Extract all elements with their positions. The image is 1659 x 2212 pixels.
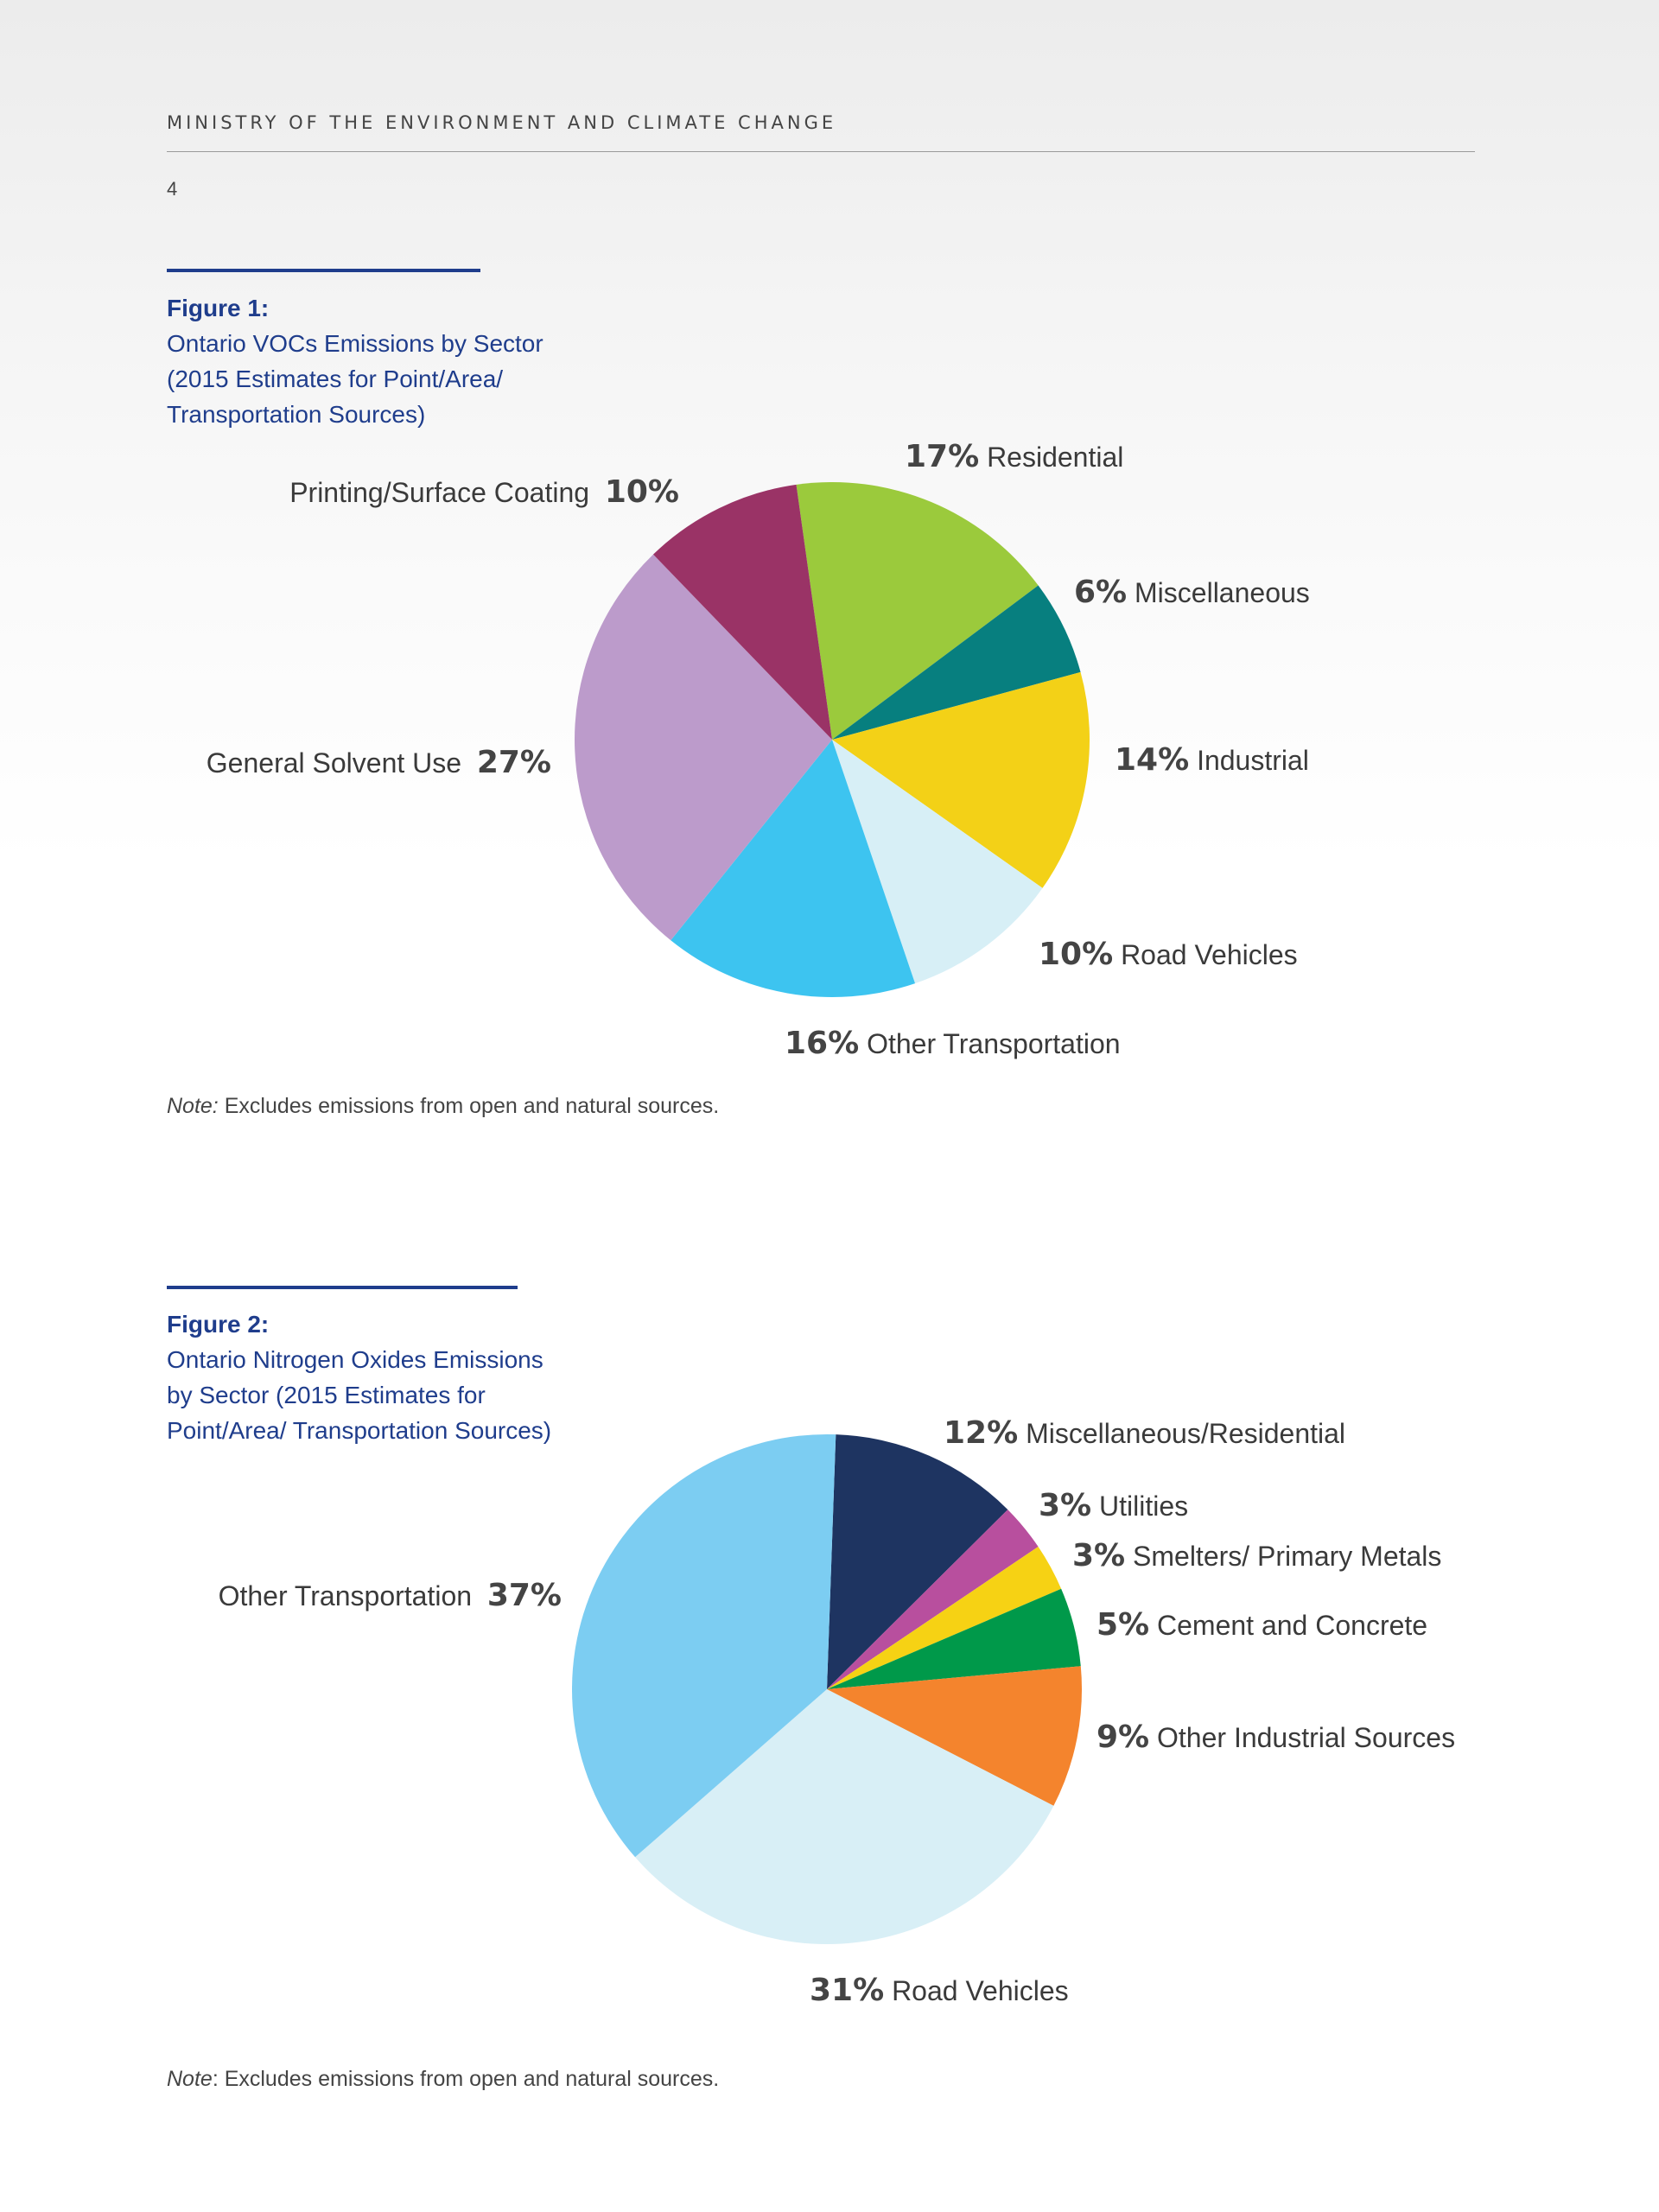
slice-percent: 6% bbox=[1074, 575, 1127, 610]
slice-label-residential: 17% Residential bbox=[905, 439, 1123, 474]
page-number: 4 bbox=[167, 178, 178, 200]
slice-label-other-transportation: 16% Other Transportation bbox=[785, 1026, 1121, 1061]
slice-name: Other Industrial Sources bbox=[1149, 1722, 1455, 1753]
slice-percent: 10% bbox=[1039, 937, 1113, 972]
slice-label-miscellaneous: 6% Miscellaneous bbox=[1074, 575, 1310, 610]
slice-name: Other Transportation bbox=[219, 1580, 487, 1611]
figure-2-pie-chart: 12% Miscellaneous/Residential 3% Utilitie… bbox=[219, 1415, 1456, 2008]
figure-1-caption: Figure 1: Ontario VOCs Emissions by Sect… bbox=[167, 290, 564, 432]
slice-label-industrial: 14% Industrial bbox=[1115, 742, 1309, 778]
slice-label-other-transportation: Other Transportation 37% bbox=[219, 1578, 562, 1613]
pie-slice-miscellaneous-residential bbox=[827, 1434, 1008, 1689]
pie-slice-road-vehicles bbox=[635, 1689, 1054, 1944]
slice-name: Residential bbox=[979, 442, 1123, 473]
figure-2-label: Figure 2: bbox=[167, 1311, 270, 1338]
pie-slice-industrial bbox=[832, 671, 1090, 888]
slice-name: Road Vehicles bbox=[884, 1975, 1068, 2006]
slice-percent: 14% bbox=[1115, 742, 1189, 778]
slice-label-smelters-primary-metals: 3% Smelters/ Primary Metals bbox=[1072, 1538, 1441, 1573]
figure-1-label: Figure 1: bbox=[167, 295, 270, 321]
slice-percent: 12% bbox=[944, 1415, 1018, 1451]
figure-2-note: Note: Excludes emissions from open and n… bbox=[167, 2067, 719, 2092]
slice-percent: 16% bbox=[785, 1026, 859, 1061]
slice-percent: 17% bbox=[905, 439, 979, 474]
pie-slice-utilities bbox=[827, 1510, 1039, 1689]
figure-2-caption: Figure 2: Ontario Nitrogen Oxides Emissi… bbox=[167, 1306, 564, 1448]
slice-label-road-vehicles: 31% Road Vehicles bbox=[810, 1973, 1069, 2008]
slice-label-utilities: 3% Utilities bbox=[1039, 1488, 1188, 1523]
slice-name: Industrial bbox=[1189, 745, 1309, 776]
pie-slice-general-solvent-use bbox=[575, 554, 832, 941]
slice-percent: 27% bbox=[477, 745, 551, 780]
figure-2-rule bbox=[167, 1286, 518, 1289]
slice-name: Miscellaneous/Residential bbox=[1018, 1418, 1345, 1449]
figure-1-note-prefix: Note: bbox=[167, 1094, 219, 1118]
slice-percent: 3% bbox=[1072, 1538, 1125, 1573]
slice-label-general-solvent-use: General Solvent Use 27% bbox=[207, 745, 551, 780]
slice-label-cement-and-concrete: 5% Cement and Concrete bbox=[1096, 1607, 1427, 1643]
figure-1-rule bbox=[167, 269, 480, 272]
pie-slice-cement-and-concrete bbox=[827, 1588, 1081, 1689]
running-head: MINISTRY OF THE ENVIRONMENT AND CLIMATE … bbox=[167, 112, 837, 133]
pie-slice-other-transportation bbox=[572, 1434, 836, 1858]
pie-slice-printing-surface-coating bbox=[652, 484, 832, 740]
slice-label-miscellaneous-residential: 12% Miscellaneous/Residential bbox=[944, 1415, 1345, 1451]
pie-slice-other-transportation bbox=[671, 740, 916, 997]
pie-slice-road-vehicles bbox=[832, 740, 1043, 984]
figure-1-pie-chart: 17% Residential 6% Miscellaneous 14% Indus… bbox=[207, 439, 1310, 1061]
slice-name: Smelters/ Primary Metals bbox=[1125, 1541, 1441, 1572]
slice-name: Other Transportation bbox=[859, 1028, 1120, 1059]
pie-slice-miscellaneous bbox=[832, 585, 1081, 740]
pie-slice-smelters-primary-metals bbox=[827, 1547, 1062, 1689]
slice-label-printing-surface-coating: Printing/Surface Coating 10% bbox=[289, 474, 679, 510]
figure-1-note-text: Excludes emissions from open and natural… bbox=[218, 1094, 720, 1118]
slice-percent: 3% bbox=[1039, 1488, 1091, 1523]
slice-name: Road Vehicles bbox=[1113, 939, 1297, 970]
slice-name: Utilities bbox=[1091, 1491, 1188, 1522]
header-rule bbox=[167, 151, 1475, 152]
slice-percent: 9% bbox=[1096, 1719, 1149, 1755]
slice-name: Cement and Concrete bbox=[1149, 1610, 1427, 1641]
figure-1-note: Note: Excludes emissions from open and n… bbox=[167, 1094, 719, 1119]
slice-name: Printing/Surface Coating bbox=[289, 477, 605, 508]
slice-percent: 5% bbox=[1096, 1607, 1149, 1643]
figure-1-title: Ontario VOCs Emissions by Sector (2015 E… bbox=[167, 330, 543, 428]
pie-slice-other-industrial-sources bbox=[827, 1666, 1083, 1806]
pie-slice-residential bbox=[796, 482, 1039, 740]
slice-percent: 37% bbox=[487, 1578, 562, 1613]
slice-name: Miscellaneous bbox=[1127, 577, 1310, 608]
slice-name: General Solvent Use bbox=[207, 747, 477, 779]
slice-label-road-vehicles: 10% Road Vehicles bbox=[1039, 937, 1298, 972]
slice-percent: 10% bbox=[605, 474, 679, 510]
figure-2-note-text: : Excludes emissions from open and natur… bbox=[212, 2067, 720, 2091]
figure-2-note-prefix: Note bbox=[167, 2067, 213, 2091]
slice-label-other-industrial-sources: 9% Other Industrial Sources bbox=[1096, 1719, 1455, 1755]
figure-2-title: Ontario Nitrogen Oxides Emissions by Sec… bbox=[167, 1346, 552, 1444]
slice-percent: 31% bbox=[810, 1973, 884, 2008]
